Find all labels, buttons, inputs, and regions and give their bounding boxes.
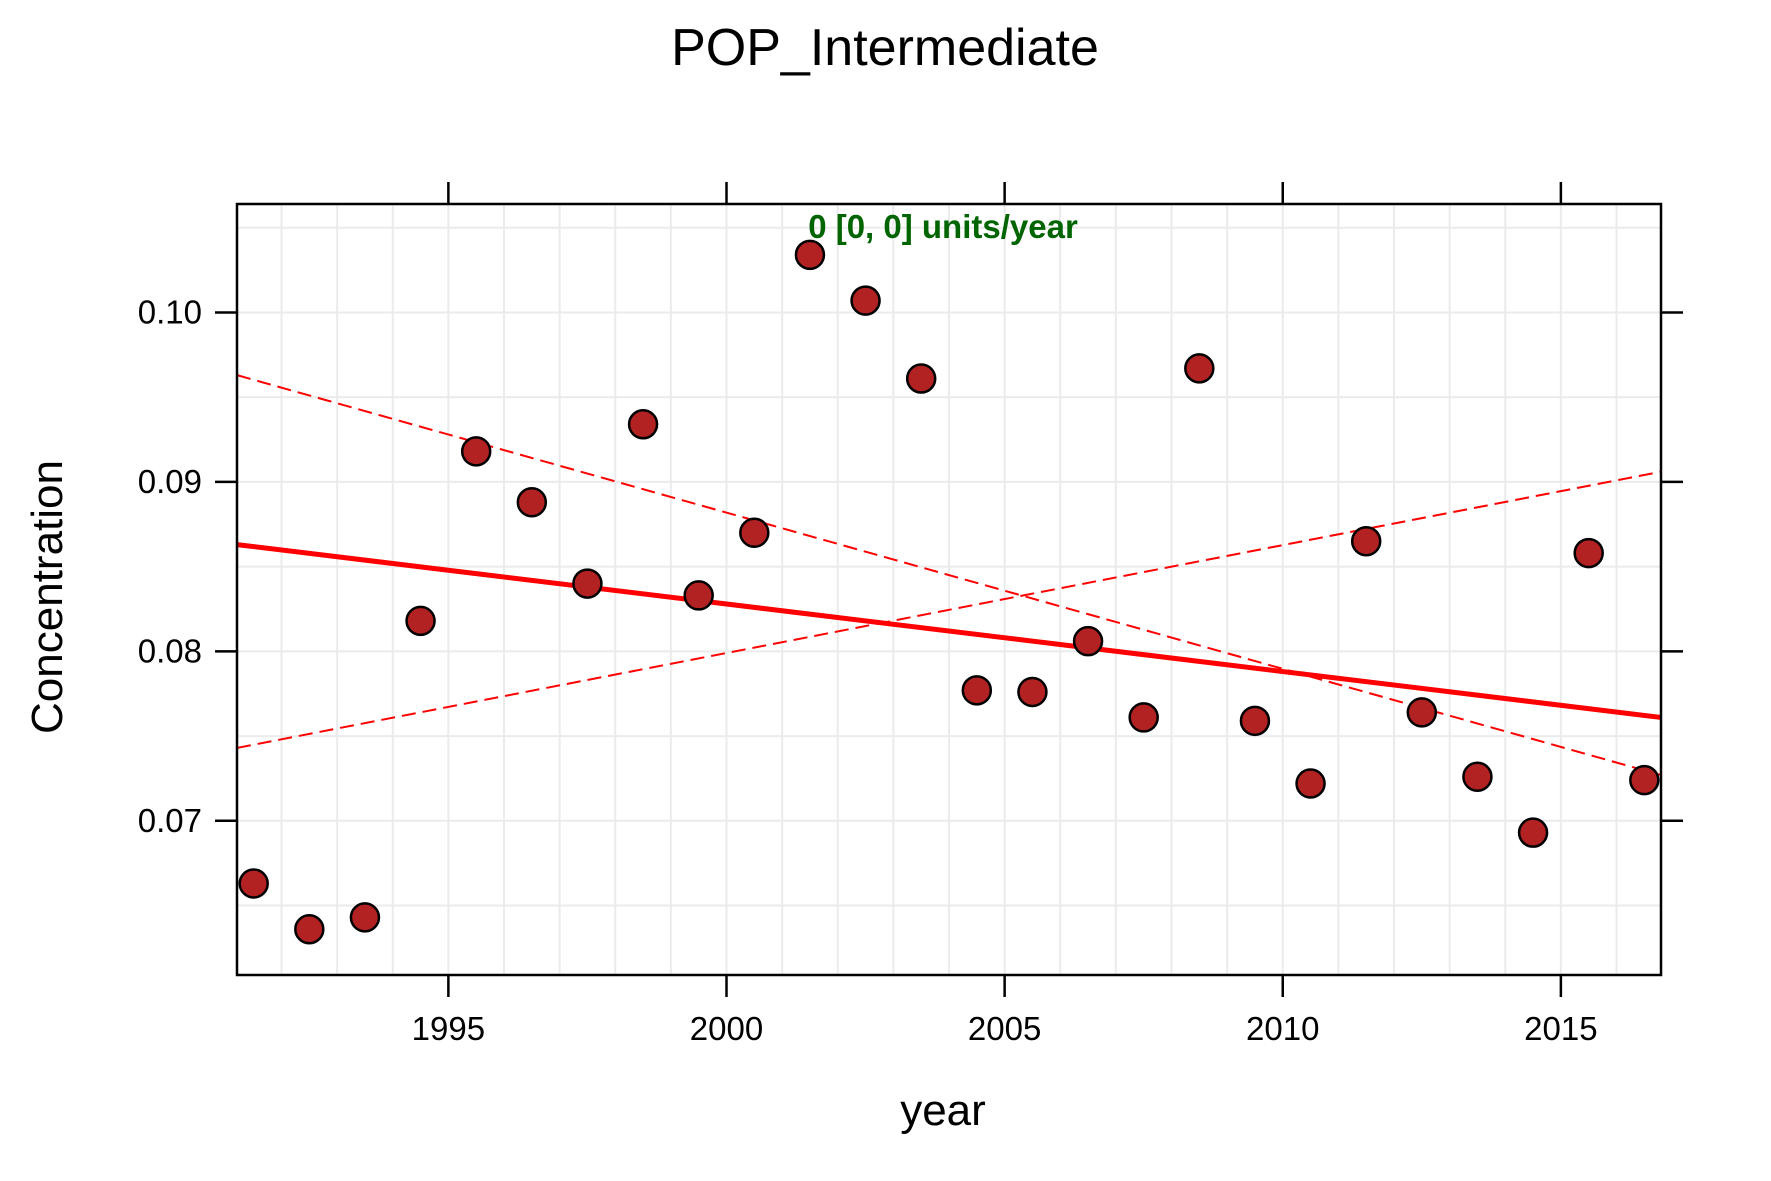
data-point: [294, 913, 325, 945]
confidence-lines: [236, 374, 1662, 777]
data-point: [405, 605, 436, 637]
data-points: [238, 239, 1660, 945]
grid-lines: [237, 204, 1661, 975]
y-tick-label: 0.10: [138, 293, 202, 330]
x-axis-label: year: [900, 1086, 986, 1135]
axis-ticks: 1995 2000 2005 2010 2015 0.07 0.08 0.09 0.10: [138, 182, 1683, 1047]
data-point: [1017, 676, 1048, 708]
x-tick-label: 2010: [1246, 1010, 1319, 1047]
data-point: [1573, 537, 1604, 569]
x-tick-label: 2000: [690, 1010, 763, 1047]
y-tick-label: 0.08: [138, 632, 202, 669]
data-point: [349, 902, 381, 933]
data-point: [1350, 525, 1382, 557]
data-point: [739, 517, 770, 548]
data-point: [572, 568, 603, 599]
data-point: [1517, 817, 1549, 848]
data-point: [794, 239, 826, 271]
trend-annotation: 0 [0, 0] units/year: [808, 208, 1078, 245]
plot-frame: [235, 202, 1663, 977]
data-point: [1239, 705, 1271, 737]
trend-line-group: [236, 542, 1662, 720]
chart-title: POP_Intermediate: [671, 19, 1099, 77]
confidence-line: [236, 470, 1662, 749]
trend-line: [236, 542, 1662, 720]
x-tick-label: 2015: [1524, 1010, 1597, 1047]
x-tick-label: 2005: [968, 1010, 1041, 1047]
data-point: [1629, 764, 1660, 796]
data-point: [1184, 353, 1215, 384]
data-point: [1072, 625, 1104, 657]
data-point: [1462, 761, 1493, 792]
data-point: [516, 486, 548, 518]
confidence-line: [236, 374, 1662, 777]
data-point: [1406, 697, 1438, 728]
data-point: [905, 363, 937, 394]
data-point: [238, 868, 269, 899]
data-point: [460, 436, 492, 467]
data-point: [1128, 702, 1159, 733]
data-point: [683, 580, 714, 611]
y-axis-label: Concentration: [23, 460, 72, 734]
y-tick-label: 0.09: [138, 463, 202, 500]
y-tick-label: 0.07: [138, 802, 202, 839]
x-tick-label: 1995: [412, 1010, 485, 1047]
data-point: [961, 675, 993, 706]
data-point: [1295, 768, 1326, 799]
data-point: [850, 285, 881, 316]
data-point: [627, 409, 659, 440]
